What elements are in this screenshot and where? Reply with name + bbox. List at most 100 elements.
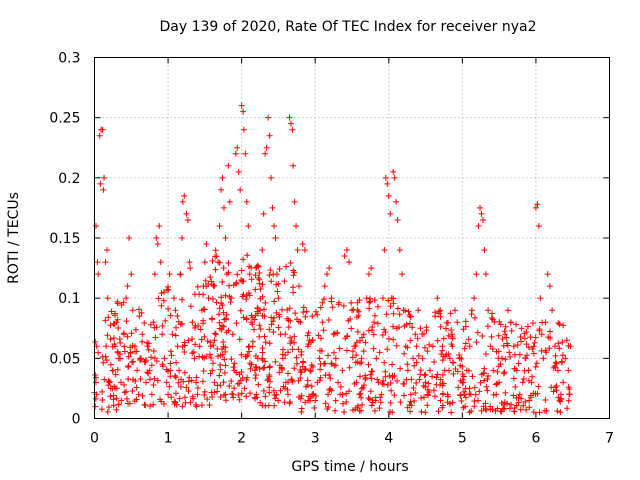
data-point bbox=[259, 345, 266, 352]
data-point bbox=[481, 247, 488, 254]
data-point bbox=[422, 409, 429, 416]
data-point bbox=[276, 311, 283, 318]
data-point bbox=[564, 405, 571, 412]
data-point bbox=[467, 391, 474, 398]
x-tick-label: 2 bbox=[237, 431, 246, 447]
data-point bbox=[298, 405, 305, 412]
data-point bbox=[125, 376, 132, 383]
data-point bbox=[461, 391, 468, 398]
data-point bbox=[487, 343, 494, 350]
data-point bbox=[112, 371, 119, 378]
data-point bbox=[418, 394, 425, 401]
data-point bbox=[352, 359, 359, 366]
data-point bbox=[535, 383, 542, 390]
data-point bbox=[154, 241, 161, 248]
data-point bbox=[311, 405, 318, 412]
data-point bbox=[390, 336, 397, 343]
data-point bbox=[368, 265, 375, 272]
data-point bbox=[417, 371, 424, 378]
data-point bbox=[292, 310, 299, 317]
data-point bbox=[503, 334, 510, 341]
data-point bbox=[327, 375, 334, 382]
data-point bbox=[92, 222, 99, 229]
data-point bbox=[265, 402, 272, 409]
data-point bbox=[370, 331, 377, 338]
data-point bbox=[479, 333, 486, 339]
data-point bbox=[123, 318, 130, 325]
data-point bbox=[150, 382, 157, 389]
data-point bbox=[462, 340, 469, 347]
data-point bbox=[192, 341, 199, 348]
data-point bbox=[282, 379, 289, 386]
data-point bbox=[252, 272, 259, 279]
data-point bbox=[337, 391, 344, 398]
data-point bbox=[493, 391, 500, 398]
data-point bbox=[167, 312, 174, 319]
data-point bbox=[360, 384, 367, 391]
data-point bbox=[221, 316, 228, 323]
data-point bbox=[192, 401, 199, 408]
data-point bbox=[209, 360, 216, 367]
data-point bbox=[187, 303, 194, 310]
data-point bbox=[410, 384, 417, 391]
data-point bbox=[129, 359, 136, 366]
data-point bbox=[174, 312, 181, 319]
x-tick-label: 4 bbox=[384, 431, 393, 447]
data-point bbox=[196, 353, 203, 360]
data-point bbox=[475, 397, 482, 404]
data-point bbox=[192, 322, 199, 329]
data-point bbox=[399, 271, 406, 278]
data-point bbox=[523, 329, 530, 336]
data-point bbox=[447, 310, 454, 317]
data-point bbox=[515, 360, 522, 367]
data-point bbox=[407, 408, 414, 415]
data-point bbox=[298, 368, 305, 375]
data-point bbox=[355, 402, 362, 409]
data-point bbox=[228, 378, 235, 385]
data-point bbox=[138, 309, 145, 316]
data-point bbox=[279, 355, 286, 362]
data-point bbox=[357, 390, 364, 397]
data-point bbox=[356, 407, 363, 414]
data-point bbox=[332, 407, 339, 414]
data-point bbox=[211, 389, 218, 396]
data-point bbox=[144, 343, 151, 350]
data-point bbox=[565, 397, 572, 404]
data-point bbox=[408, 376, 415, 383]
x-tick-label: 6 bbox=[531, 431, 540, 447]
data-point bbox=[396, 311, 403, 318]
data-point bbox=[282, 385, 289, 392]
data-point bbox=[99, 396, 106, 403]
data-point bbox=[267, 267, 274, 274]
data-point bbox=[404, 367, 411, 374]
data-point bbox=[172, 307, 179, 314]
data-point bbox=[96, 132, 103, 139]
data-point bbox=[284, 315, 291, 322]
data-point bbox=[259, 281, 266, 288]
data-point bbox=[278, 365, 285, 372]
data-point bbox=[446, 400, 453, 407]
data-point bbox=[374, 303, 381, 310]
data-point bbox=[519, 379, 526, 386]
data-point bbox=[244, 352, 251, 359]
data-point bbox=[142, 402, 149, 409]
data-point bbox=[471, 403, 478, 410]
data-point bbox=[536, 326, 543, 333]
data-point bbox=[563, 337, 570, 344]
data-point bbox=[167, 373, 174, 380]
data-point bbox=[339, 367, 346, 374]
data-point bbox=[550, 364, 557, 371]
data-point bbox=[301, 366, 308, 373]
data-point bbox=[163, 366, 170, 373]
data-point bbox=[340, 302, 347, 309]
data-point bbox=[226, 382, 233, 389]
data-point bbox=[401, 380, 408, 387]
data-point bbox=[105, 314, 112, 321]
data-point bbox=[357, 337, 364, 344]
data-point bbox=[382, 373, 389, 380]
data-point bbox=[566, 391, 573, 398]
data-point bbox=[420, 382, 427, 389]
data-point bbox=[137, 355, 144, 362]
data-point bbox=[404, 361, 411, 368]
data-point bbox=[545, 334, 552, 341]
